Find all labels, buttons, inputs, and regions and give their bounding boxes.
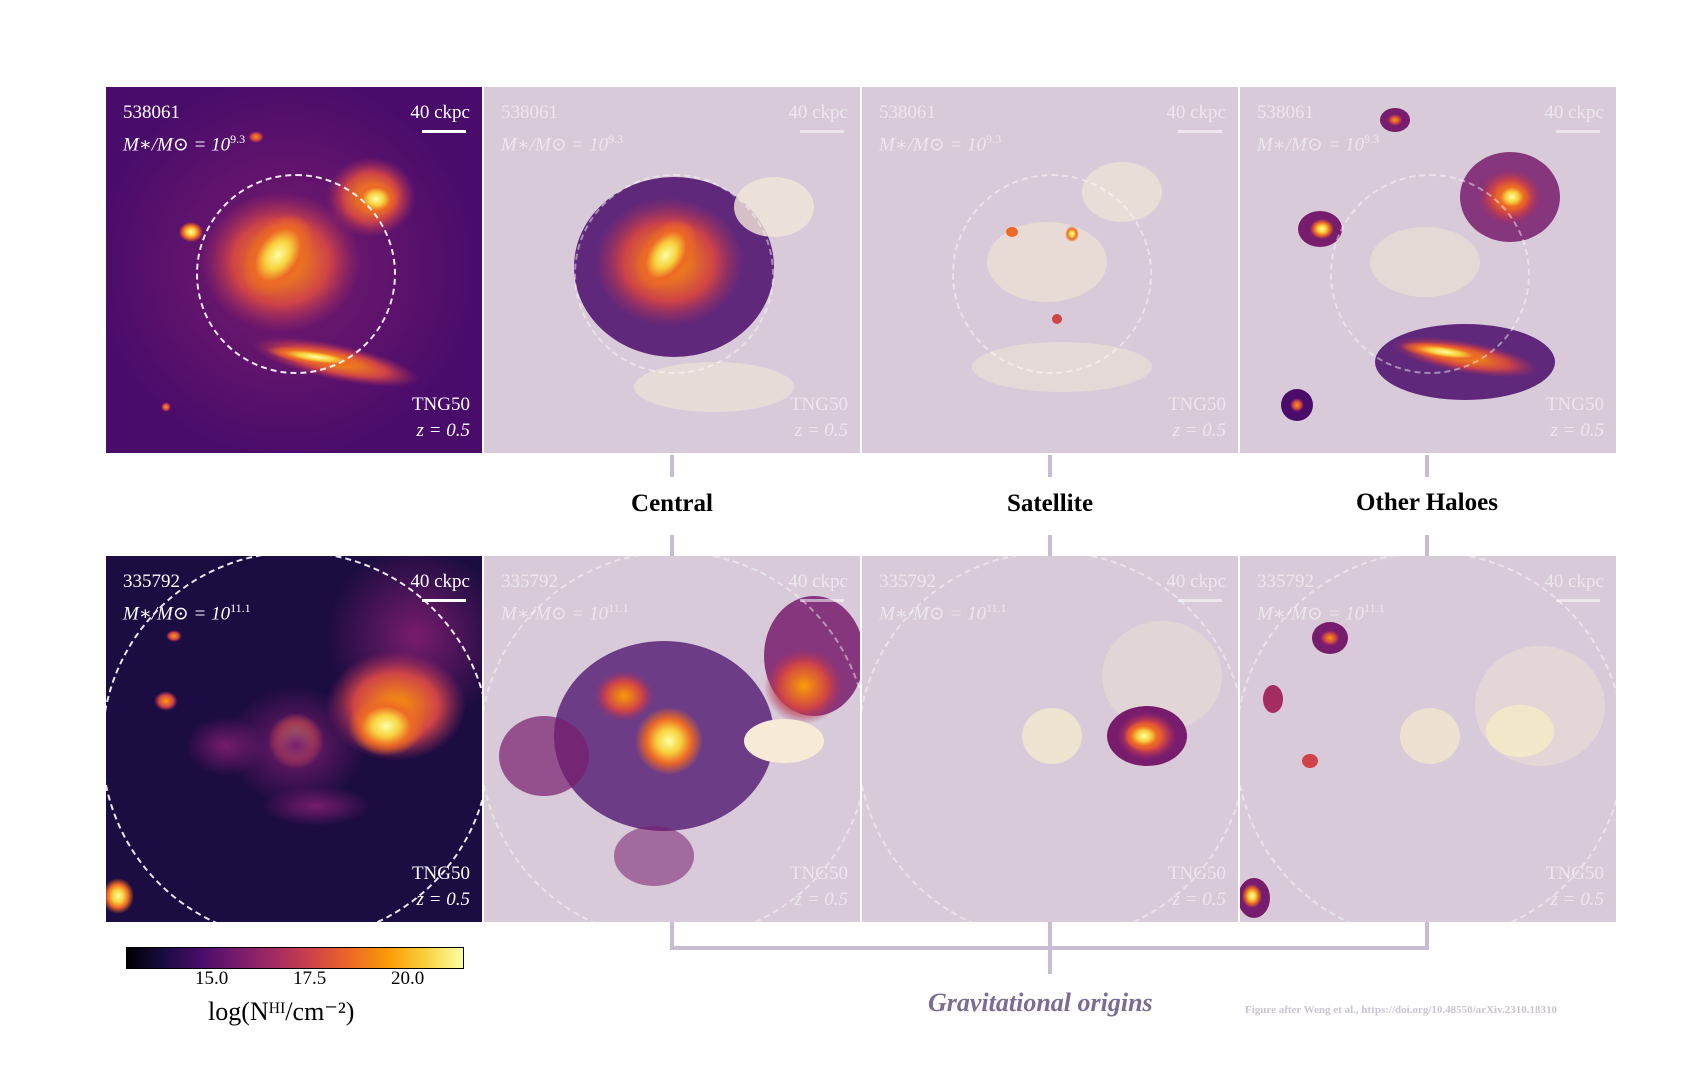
redshift-label: z = 0.5 <box>1550 889 1604 910</box>
simulation-label: TNG50 <box>1545 394 1604 415</box>
redshift-label: z = 0.5 <box>1550 420 1604 441</box>
colorbar-label: log(Nᴴᴵ/cm⁻²) <box>208 997 355 1026</box>
panel-row2-central: 335792 M∗/M⊙ = 1011.1 40 ckpc TNG50 z = … <box>484 556 860 922</box>
scale-label: 40 ckpc <box>788 571 848 592</box>
connector-satellite-bottom <box>1048 535 1052 557</box>
scale-label: 40 ckpc <box>1166 571 1226 592</box>
panel-row2-full: 335792 M∗/M⊙ = 1011.1 40 ckpc TNG50 z = … <box>106 556 482 922</box>
stellar-mass: M∗/M⊙ = 109.3 <box>1257 132 1380 156</box>
halo-id: 335792 <box>879 571 936 592</box>
connector-other-bottom <box>1425 535 1429 557</box>
panel-row1-full: 538061 M∗/M⊙ = 109.3 40 ckpc TNG50 z = 0… <box>106 87 482 453</box>
panel-row1-other-haloes: 538061 M∗/M⊙ = 109.3 40 ckpc TNG50 z = 0… <box>1240 87 1616 453</box>
scale-bar <box>1556 599 1600 602</box>
redshift-label: z = 0.5 <box>794 420 848 441</box>
scale-bar <box>1556 130 1600 133</box>
redshift-label: z = 0.5 <box>1172 889 1226 910</box>
scale-bar <box>800 599 844 602</box>
halo-id: 335792 <box>123 571 180 592</box>
virial-radius-circle <box>196 174 396 374</box>
scale-label: 40 ckpc <box>788 102 848 123</box>
scale-bar <box>1178 599 1222 602</box>
colorbar <box>126 947 464 969</box>
simulation-label: TNG50 <box>789 863 848 884</box>
stellar-mass: M∗/M⊙ = 1011.1 <box>501 601 629 625</box>
simulation-label: TNG50 <box>1167 394 1226 415</box>
halo-id: 335792 <box>501 571 558 592</box>
category-other-haloes: Other Haloes <box>1356 489 1498 516</box>
stellar-mass: M∗/M⊙ = 1011.1 <box>879 601 1007 625</box>
colorbar-tick-20: 20.0 <box>391 968 425 989</box>
stellar-mass: M∗/M⊙ = 109.3 <box>879 132 1002 156</box>
stellar-mass: M∗/M⊙ = 109.3 <box>123 132 246 156</box>
scale-bar <box>422 130 466 133</box>
panel-row1-central: 538061 M∗/M⊙ = 109.3 40 ckpc TNG50 z = 0… <box>484 87 860 453</box>
figure-credit: Figure after Weng et al., https://doi.or… <box>1245 1004 1557 1016</box>
virial-radius-circle <box>574 174 774 374</box>
category-central: Central <box>631 490 713 517</box>
scale-bar <box>422 599 466 602</box>
scale-label: 40 ckpc <box>1544 571 1604 592</box>
scale-bar <box>800 130 844 133</box>
scale-label: 40 ckpc <box>410 102 470 123</box>
connector-satellite-top <box>1048 455 1052 477</box>
stellar-mass: M∗/M⊙ = 1011.1 <box>1257 601 1385 625</box>
redshift-label: z = 0.5 <box>1172 420 1226 441</box>
redshift-label: z = 0.5 <box>794 889 848 910</box>
panel-row1-satellite: 538061 M∗/M⊙ = 109.3 40 ckpc TNG50 z = 0… <box>862 87 1238 453</box>
panel-row2-satellite: 335792 M∗/M⊙ = 1011.1 40 ckpc TNG50 z = … <box>862 556 1238 922</box>
simulation-label: TNG50 <box>411 394 470 415</box>
halo-id: 335792 <box>1257 571 1314 592</box>
connector-central-bottom <box>670 535 674 557</box>
connector-other-top <box>1425 455 1429 477</box>
scale-label: 40 ckpc <box>410 571 470 592</box>
bracket-right-leg <box>1425 922 1429 950</box>
redshift-label: z = 0.5 <box>416 420 470 441</box>
simulation-label: TNG50 <box>789 394 848 415</box>
connector-central-top <box>670 455 674 477</box>
halo-id: 538061 <box>501 102 558 123</box>
simulation-label: TNG50 <box>411 863 470 884</box>
bracket-left-leg <box>670 922 674 950</box>
halo-id: 538061 <box>123 102 180 123</box>
virial-radius-circle <box>952 174 1152 374</box>
simulation-label: TNG50 <box>1545 863 1604 884</box>
gravitational-origins-label: Gravitational origins <box>928 988 1153 1017</box>
panel-row2-other-haloes: 335792 M∗/M⊙ = 1011.1 40 ckpc TNG50 z = … <box>1240 556 1616 922</box>
stellar-mass: M∗/M⊙ = 109.3 <box>501 132 624 156</box>
colorbar-tick-17-5: 17.5 <box>293 968 327 989</box>
scale-bar <box>1178 130 1222 133</box>
colorbar-tick-15: 15.0 <box>195 968 229 989</box>
redshift-label: z = 0.5 <box>416 889 470 910</box>
simulation-label: TNG50 <box>1167 863 1226 884</box>
bracket-middle-leg <box>1048 922 1052 974</box>
virial-radius-circle <box>1330 174 1530 374</box>
scale-label: 40 ckpc <box>1166 102 1226 123</box>
halo-id: 538061 <box>1257 102 1314 123</box>
category-satellite: Satellite <box>1006 490 1094 517</box>
stellar-mass: M∗/M⊙ = 1011.1 <box>123 601 251 625</box>
scale-label: 40 ckpc <box>1544 102 1604 123</box>
halo-id: 538061 <box>879 102 936 123</box>
